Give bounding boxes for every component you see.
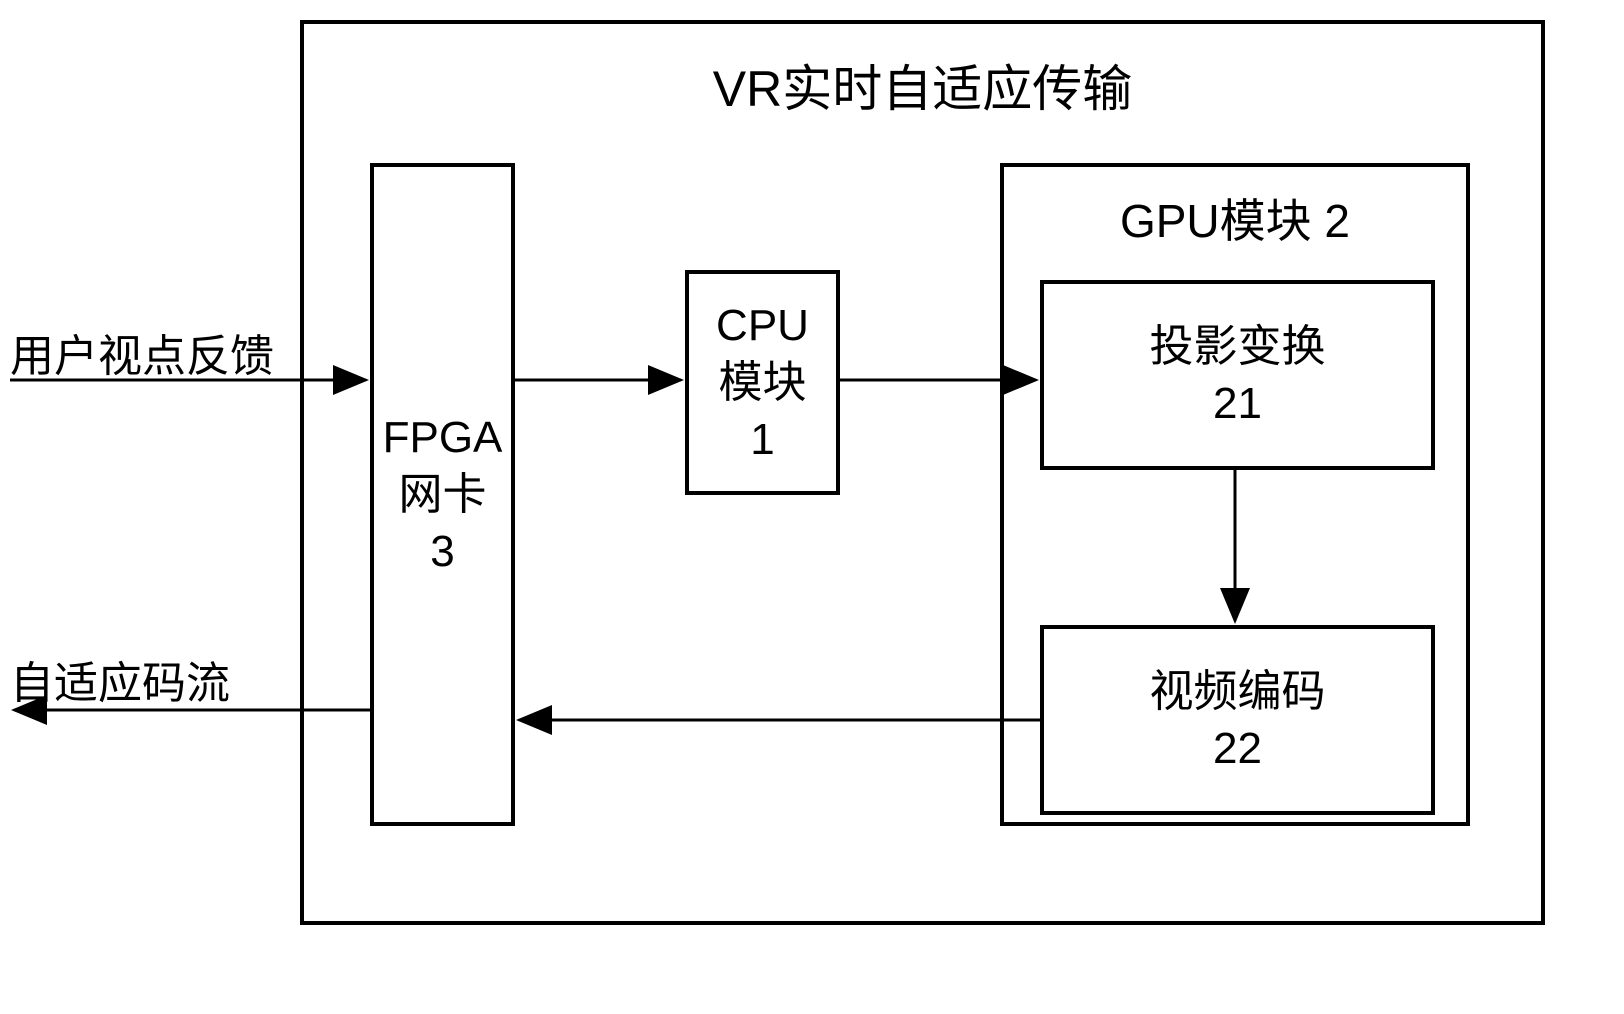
projection-line2: 21 bbox=[1213, 375, 1262, 432]
fpga-line1: FPGA bbox=[383, 409, 503, 466]
input-label: 用户视点反馈 bbox=[10, 320, 274, 384]
fpga-line2: 网卡 bbox=[399, 466, 487, 523]
outer-title: VR实时自适应传输 bbox=[713, 57, 1132, 122]
cpu-line2: 模块 bbox=[719, 354, 807, 411]
cpu-line1: CPU bbox=[716, 297, 809, 354]
diagram-container: VR实时自适应传输 FPGA 网卡 3 CPU 模块 1 GPU模块 2 投影变… bbox=[0, 0, 1624, 1014]
encoding-line1: 视频编码 bbox=[1150, 663, 1326, 720]
encoding-line2: 22 bbox=[1213, 720, 1262, 777]
gpu-title: GPU模块 2 bbox=[1120, 192, 1350, 252]
cpu-line3: 1 bbox=[750, 411, 774, 468]
encoding-box: 视频编码 22 bbox=[1040, 625, 1435, 815]
output-label: 自适应码流 bbox=[10, 647, 230, 711]
cpu-box: CPU 模块 1 bbox=[685, 270, 840, 495]
fpga-box: FPGA 网卡 3 bbox=[370, 163, 515, 826]
projection-box: 投影变换 21 bbox=[1040, 280, 1435, 470]
projection-line1: 投影变换 bbox=[1150, 318, 1326, 375]
fpga-line3: 3 bbox=[430, 523, 454, 580]
